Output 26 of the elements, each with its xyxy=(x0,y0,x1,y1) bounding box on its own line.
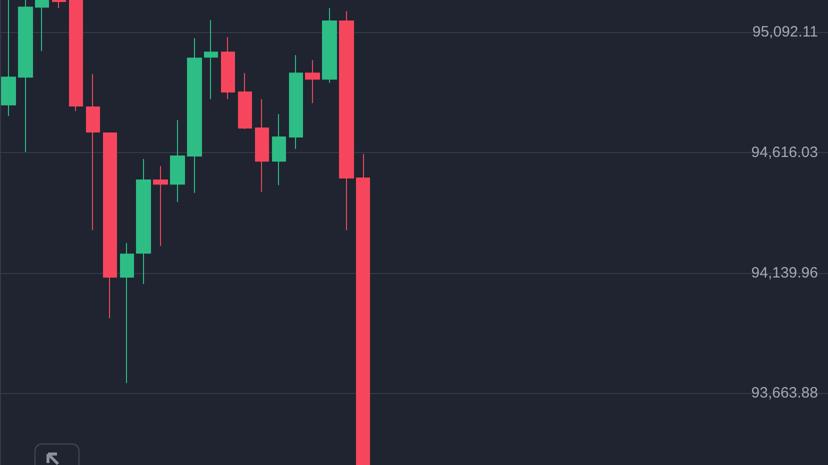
candlestick xyxy=(52,0,66,9)
candlestick xyxy=(170,120,185,203)
y-tick-label: 94,616.03 xyxy=(751,144,818,161)
candlestick xyxy=(35,0,49,52)
candlestick xyxy=(356,153,370,465)
candlestick xyxy=(289,54,303,150)
y-tick-label: 93,663.88 xyxy=(751,384,818,402)
candlestick xyxy=(1,0,16,117)
candlestick xyxy=(272,114,286,186)
candlestick xyxy=(322,8,337,84)
y-tick-label: 95,092.11 xyxy=(752,24,818,41)
candlestick xyxy=(305,60,320,104)
candlestick xyxy=(69,0,83,112)
candlestick xyxy=(86,74,100,231)
candlestick xyxy=(221,36,235,100)
y-tick-label: 94,139.96 xyxy=(751,264,818,282)
candlestick xyxy=(187,38,202,194)
candlestick xyxy=(238,72,252,130)
candlestick xyxy=(120,242,134,384)
candlestick xyxy=(153,166,168,247)
candlestick xyxy=(204,19,218,100)
candlestick xyxy=(136,158,151,284)
candlestick xyxy=(18,0,33,152)
candlestick xyxy=(255,98,269,192)
candlestick xyxy=(339,10,354,231)
candlestick xyxy=(103,132,117,319)
